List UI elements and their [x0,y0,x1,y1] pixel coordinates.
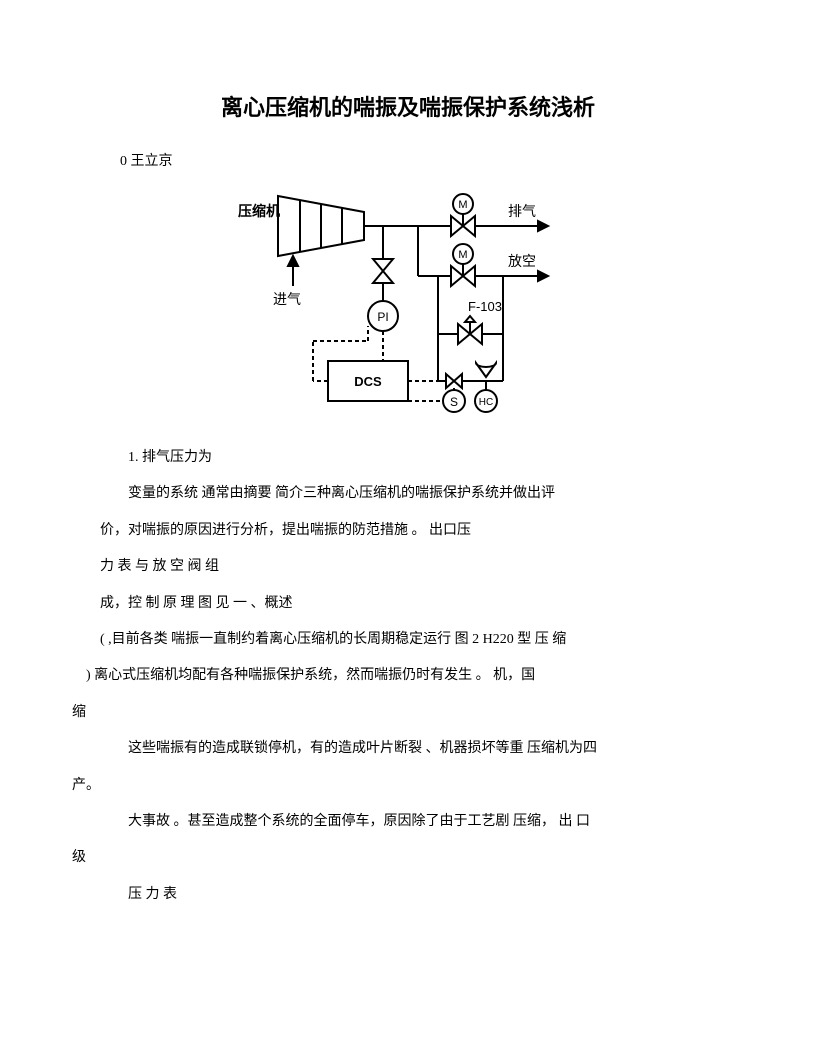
inlet-label: 进气 [273,291,301,307]
vent-arrowhead [538,271,548,281]
compressor-symbol [278,196,364,256]
valve-small [446,374,462,388]
dcs-label: DCS [354,374,382,389]
para-8: 大事故 。甚至造成整个系统的全面停车，原因除了由于工艺剧 压缩， 出 口 [100,804,716,840]
inlet-arrow [288,256,298,286]
author-line: 0 王立京 [120,150,716,170]
m-label-2: M [458,249,467,261]
vent-label: 放空 [508,253,536,269]
document-page: 离心压缩机的喘振及喘振保护系统浅析 0 王立京 压缩机 进气 排气 [0,0,816,973]
valve-exhaust: M [451,194,475,236]
para-7a: 缩 [72,695,716,731]
hc-label: HC [479,397,493,408]
pi-label: PI [377,310,388,324]
compressor-label: 压缩机 [238,203,280,219]
process-diagram: 压缩机 进气 排气 M 放空 [208,176,608,426]
valve-pi-branch [373,259,393,283]
para-9: 压 力 表 [100,877,716,913]
para-3: 力 表 与 放 空 阀 组 [100,549,716,585]
valve-f103 [458,316,482,344]
para-8b: 级 [72,840,716,876]
para-7: 这些喘振有的造成联锁停机，有的造成叶片断裂 、机器损坏等重 压缩机为四 [100,731,716,767]
exhaust-arrowhead [538,221,548,231]
f103-label: F-103 [468,299,502,314]
para-1: 变量的系统 通常由摘要 简介三种离心压缩机的喘振保护系统并做出评 [100,476,716,512]
exhaust-label: 排气 [508,203,536,219]
m-label-1: M [458,199,467,211]
para-5: ( ,目前各类 喘振一直制约着离心压缩机的长周期稳定运行 图 2 H220 型 … [100,622,716,658]
document-title: 离心压缩机的喘振及喘振保护系统浅析 [100,90,716,122]
para-7b: 产。 [72,768,716,804]
funnel-symbol [476,363,496,377]
body-text: 1. 排气压力为 变量的系统 通常由摘要 简介三种离心压缩机的喘振保护系统并做出… [100,440,716,913]
para-6: ) 离心式压缩机均配有各种喘振保护系统，然而喘振仍时有发生 。 机，国 [100,658,716,694]
valve-vent: M [451,244,475,286]
s-label: S [450,395,458,409]
para-0: 1. 排气压力为 [100,440,716,476]
para-4: 成，控 制 原 理 图 见 一 、概述 [100,586,716,622]
para-2: 价，对喘振的原因进行分析，提出喘振的防范措施 。 出口压 [100,513,716,549]
